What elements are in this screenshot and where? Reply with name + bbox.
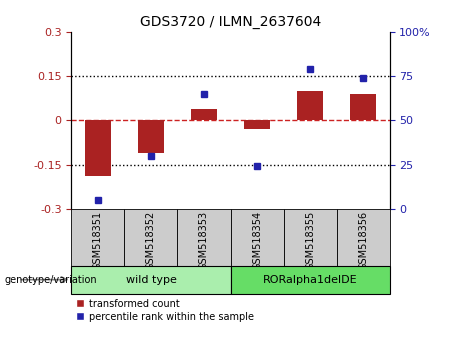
Bar — [177, 209, 230, 266]
Legend: transformed count, percentile rank within the sample: transformed count, percentile rank withi… — [77, 299, 254, 321]
Bar — [284, 209, 337, 266]
Text: RORalpha1delDE: RORalpha1delDE — [263, 275, 357, 285]
Bar — [71, 266, 230, 294]
Bar — [230, 266, 390, 294]
Text: wild type: wild type — [125, 275, 177, 285]
Text: GSM518354: GSM518354 — [252, 211, 262, 270]
Text: GSM518355: GSM518355 — [305, 211, 315, 270]
Bar — [244, 120, 270, 129]
Bar — [191, 109, 217, 120]
Text: GSM518351: GSM518351 — [93, 211, 103, 270]
Bar — [71, 209, 124, 266]
Bar — [230, 209, 284, 266]
Text: GSM518353: GSM518353 — [199, 211, 209, 270]
Bar — [124, 209, 177, 266]
Text: genotype/variation: genotype/variation — [5, 275, 97, 285]
Text: GSM518356: GSM518356 — [358, 211, 368, 270]
Bar — [350, 94, 376, 120]
Title: GDS3720 / ILMN_2637604: GDS3720 / ILMN_2637604 — [140, 16, 321, 29]
Text: GSM518352: GSM518352 — [146, 211, 156, 270]
Bar — [297, 91, 323, 120]
Bar — [85, 120, 111, 176]
Bar — [138, 120, 164, 153]
Bar — [337, 209, 390, 266]
